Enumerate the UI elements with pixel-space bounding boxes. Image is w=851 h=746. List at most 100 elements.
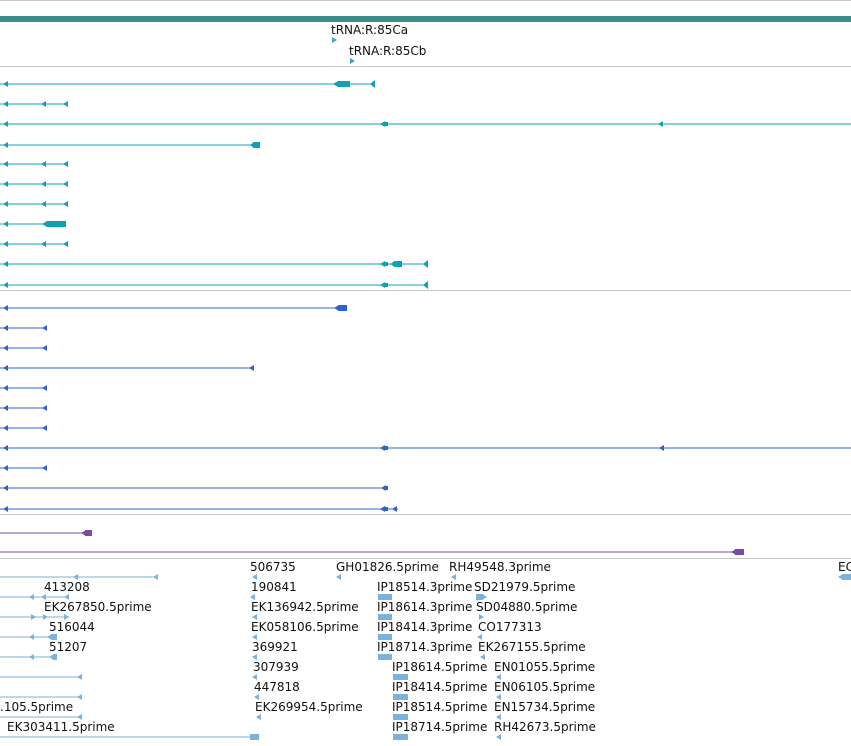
est-row[interactable] bbox=[0, 654, 57, 660]
est-label[interactable]: 447818 bbox=[254, 680, 300, 694]
cds-row[interactable] bbox=[0, 465, 47, 471]
est-marker[interactable] bbox=[252, 674, 257, 680]
est-marker[interactable] bbox=[378, 614, 392, 620]
est-marker[interactable] bbox=[252, 574, 257, 580]
transcript-row[interactable] bbox=[0, 281, 428, 289]
transcript-row[interactable] bbox=[0, 201, 68, 207]
est-marker[interactable] bbox=[393, 694, 408, 700]
est-marker[interactable] bbox=[252, 614, 257, 620]
est-marker[interactable] bbox=[378, 634, 392, 640]
est-marker[interactable] bbox=[482, 594, 487, 600]
est-label[interactable]: RH42673.5prime bbox=[494, 720, 596, 734]
feature-row[interactable] bbox=[0, 530, 92, 536]
est-marker[interactable] bbox=[336, 574, 341, 580]
est-row[interactable] bbox=[0, 574, 158, 580]
est-row[interactable] bbox=[0, 694, 82, 700]
feature-row[interactable] bbox=[0, 549, 744, 555]
est-marker[interactable] bbox=[480, 654, 485, 660]
cds-row[interactable] bbox=[0, 485, 388, 491]
est-label[interactable]: 51207 bbox=[49, 640, 88, 654]
est-marker[interactable] bbox=[393, 734, 408, 740]
transcript-row[interactable] bbox=[0, 80, 375, 88]
est-marker[interactable] bbox=[252, 634, 257, 640]
est-label[interactable]: EK136942.5prime bbox=[251, 600, 359, 614]
est-row[interactable] bbox=[0, 734, 259, 740]
est-label[interactable]: 516044 bbox=[49, 620, 95, 634]
est-row[interactable] bbox=[0, 714, 82, 720]
est-marker[interactable] bbox=[378, 594, 392, 600]
trna-marker-b[interactable] bbox=[350, 58, 355, 64]
est-marker[interactable] bbox=[496, 694, 501, 700]
est-label[interactable]: EN01055.5prime bbox=[494, 660, 596, 674]
est-label[interactable]: EK303411.5prime bbox=[7, 720, 115, 734]
est-marker[interactable] bbox=[256, 714, 261, 720]
transcript-row[interactable] bbox=[0, 221, 66, 227]
est-label[interactable]: EK267155.5prime bbox=[478, 640, 586, 654]
est-marker[interactable] bbox=[254, 694, 259, 700]
est-marker[interactable] bbox=[451, 574, 456, 580]
cds-row[interactable] bbox=[0, 365, 254, 371]
est-marker[interactable] bbox=[378, 654, 392, 660]
transcript-row[interactable] bbox=[0, 181, 68, 187]
cds-row[interactable] bbox=[0, 445, 851, 451]
est-label[interactable]: SD04880.5prime bbox=[476, 600, 578, 614]
est-label[interactable]: GH01826.5prime bbox=[336, 560, 439, 574]
est-marker[interactable] bbox=[496, 734, 501, 740]
trna-label[interactable]: tRNA:R:85Cb bbox=[349, 44, 427, 58]
est-marker[interactable] bbox=[838, 574, 843, 580]
est-label[interactable]: IP18514.3prime bbox=[377, 580, 473, 594]
transcript-row[interactable] bbox=[0, 121, 851, 127]
cds-row[interactable] bbox=[0, 305, 347, 311]
blue-cds-track bbox=[0, 305, 851, 512]
trna-marker-a[interactable] bbox=[332, 37, 337, 43]
est-label[interactable]: 506735 bbox=[250, 560, 296, 574]
cds-row[interactable] bbox=[0, 345, 47, 351]
trna-label[interactable]: tRNA:R:85Ca bbox=[331, 23, 409, 37]
purple-feature-track bbox=[0, 530, 744, 555]
transcript-row[interactable] bbox=[0, 260, 428, 268]
est-label[interactable]: EN15734.5prime bbox=[494, 700, 596, 714]
cds-row[interactable] bbox=[0, 385, 47, 391]
est-label[interactable]: EC bbox=[838, 560, 851, 574]
est-row[interactable] bbox=[0, 614, 69, 620]
cds-row[interactable] bbox=[0, 325, 47, 331]
est-label[interactable]: IP18514.5prime bbox=[392, 700, 488, 714]
est-marker[interactable] bbox=[496, 674, 501, 680]
est-label[interactable]: EK267850.5prime bbox=[44, 600, 152, 614]
est-label[interactable]: IP18414.3prime bbox=[377, 620, 473, 634]
est-label[interactable]: SD21979.5prime bbox=[474, 580, 576, 594]
est-marker[interactable] bbox=[479, 614, 484, 620]
est-label[interactable]: 307939 bbox=[253, 660, 299, 674]
est-marker[interactable] bbox=[393, 714, 408, 720]
est-row[interactable] bbox=[0, 634, 57, 640]
est-label[interactable]: IP18714.3prime bbox=[377, 640, 473, 654]
cds-row[interactable] bbox=[0, 405, 47, 411]
est-marker[interactable] bbox=[496, 714, 501, 720]
transcript-row[interactable] bbox=[0, 161, 68, 167]
est-label[interactable]: .105.5prime bbox=[0, 700, 74, 714]
est-label[interactable]: IP18614.5prime bbox=[392, 660, 488, 674]
cds-row[interactable] bbox=[0, 425, 47, 431]
est-marker[interactable] bbox=[477, 634, 482, 640]
est-label[interactable]: RH49548.3prime bbox=[449, 560, 551, 574]
est-marker[interactable] bbox=[393, 674, 408, 680]
est-label[interactable]: 369921 bbox=[252, 640, 298, 654]
est-marker[interactable] bbox=[250, 594, 255, 600]
est-label[interactable]: IP18714.5prime bbox=[392, 720, 488, 734]
est-row[interactable] bbox=[0, 674, 82, 680]
est-row[interactable] bbox=[0, 594, 69, 600]
transcript-row[interactable] bbox=[0, 101, 68, 107]
est-label[interactable]: IP18614.3prime bbox=[377, 600, 473, 614]
est-marker[interactable] bbox=[252, 654, 257, 660]
transcript-row[interactable] bbox=[0, 241, 68, 247]
est-label[interactable]: EK269954.5prime bbox=[255, 700, 363, 714]
est-label[interactable]: EN06105.5prime bbox=[494, 680, 596, 694]
est-label[interactable]: EK058106.5prime bbox=[251, 620, 359, 634]
transcript-row[interactable] bbox=[0, 142, 260, 148]
est-label[interactable]: 413208 bbox=[44, 580, 90, 594]
est-label[interactable]: IP18414.5prime bbox=[392, 680, 488, 694]
cds-row[interactable] bbox=[0, 506, 398, 512]
est-label[interactable]: 190841 bbox=[251, 580, 297, 594]
est-label[interactable]: CO177313 bbox=[478, 620, 542, 634]
